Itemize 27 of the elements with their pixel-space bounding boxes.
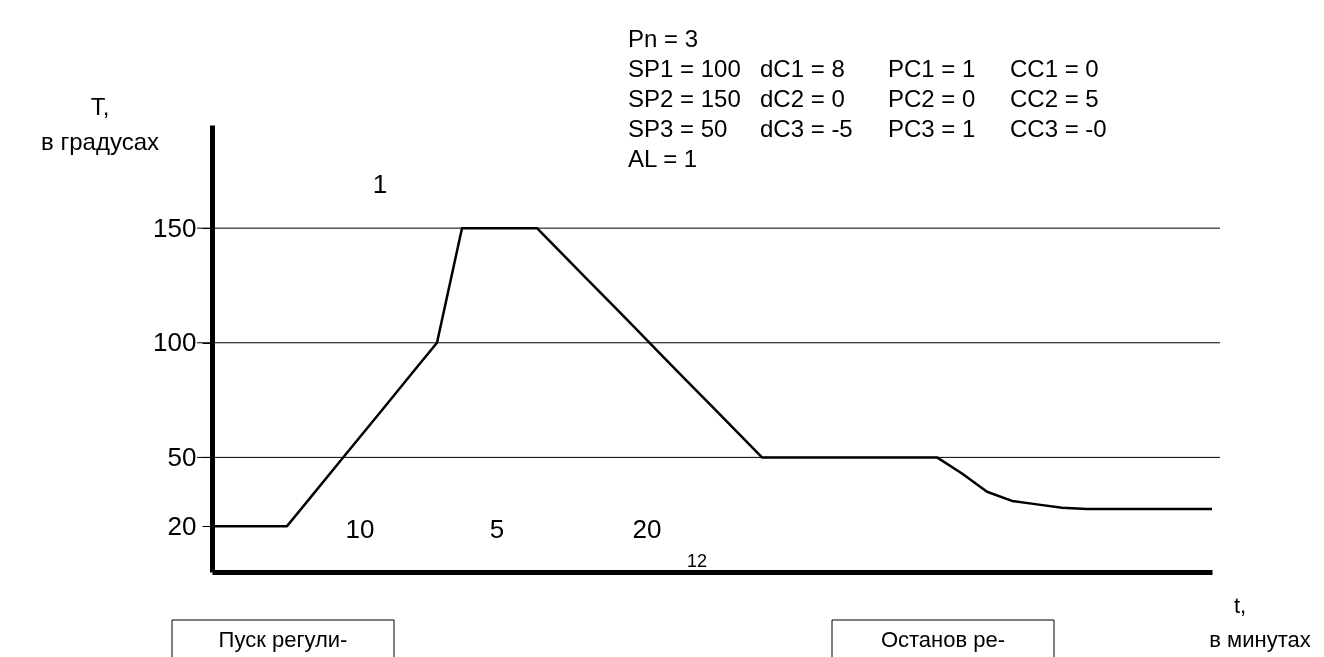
text: PC2 = 0 (888, 85, 976, 112)
annotation: 5 (489, 514, 505, 544)
y-tick-label: 150 (153, 212, 197, 243)
text: Останов ре- (880, 627, 1006, 652)
annotation: dC3 = -5 (760, 115, 853, 142)
text: CC2 = 5 (1010, 85, 1099, 112)
text: dC1 = 8 (760, 55, 845, 82)
text: dC2 = 0 (760, 85, 845, 112)
y-tick-label: 100 (153, 327, 197, 358)
annotation: CC3 = -0 (1010, 115, 1107, 142)
y-tick-label: 20 (167, 510, 197, 541)
text: CC1 = 0 (1010, 55, 1099, 82)
annotation: 1 (372, 169, 388, 199)
annotation: 12 (686, 551, 708, 571)
y-tick-label: 50 (167, 441, 197, 472)
text: PC1 = 1 (888, 55, 976, 82)
text: SP2 = 150 (628, 85, 741, 112)
annotation: PC3 = 1 (888, 115, 976, 142)
annotation: 10 (345, 514, 375, 544)
annotation: SP3 = 50 (628, 115, 728, 142)
text: Пуск регули- (218, 627, 348, 652)
annotation: AL = 1 (628, 145, 698, 172)
x-axis-title: t, в минутах (1209, 593, 1311, 652)
y-axis-title: T, в градусах (41, 93, 159, 155)
text: SP1 = 100 (628, 55, 741, 82)
text: Pn = 3 (628, 25, 699, 52)
annotation: 20 (632, 514, 662, 544)
